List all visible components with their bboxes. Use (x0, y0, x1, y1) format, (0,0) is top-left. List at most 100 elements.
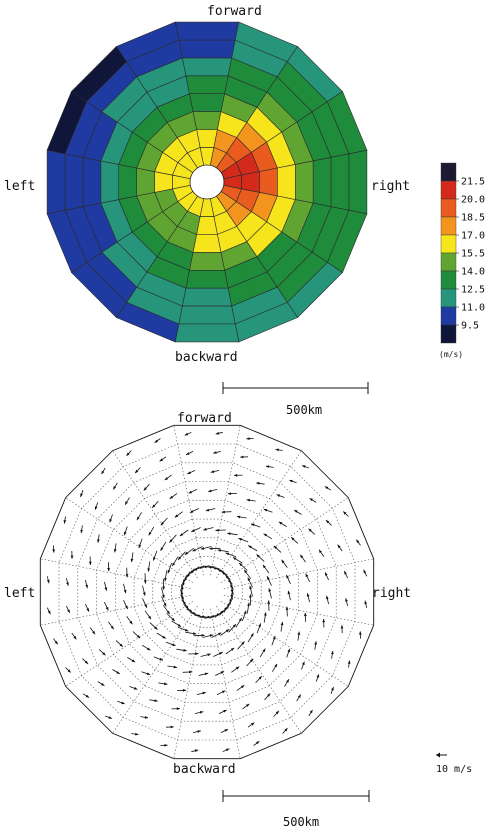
wind-arrow (165, 641, 176, 647)
wind-arrow (88, 556, 92, 566)
wind-arrow (249, 594, 252, 606)
wind-arrow (273, 545, 282, 553)
wind-arrow (243, 569, 252, 579)
speed-heatmap-chart (46, 21, 368, 343)
wind-arrow (304, 612, 307, 622)
wind-arrow (124, 497, 130, 506)
colorbar-tick-label: 11.0 (461, 303, 485, 314)
heatmap-cell (174, 323, 240, 343)
wind-arrow (342, 511, 349, 517)
vector-label-left: left (4, 586, 35, 601)
wind-arrow (196, 691, 206, 695)
wind-arrow (231, 666, 240, 673)
wind-arrow (109, 514, 113, 523)
colorbar-swatch (440, 306, 457, 326)
wind-arrow (238, 537, 249, 543)
vector-label-forward: forward (177, 411, 232, 426)
wind-arrow (158, 682, 168, 686)
wind-arrow (272, 663, 278, 672)
wind-arrow (184, 547, 194, 556)
wind-arrow (213, 451, 221, 454)
wind-arrow (131, 732, 139, 736)
vector-grid-radial (40, 558, 191, 589)
wind-arrow (164, 474, 172, 481)
wind-arrow (185, 631, 197, 635)
wind-arrow (347, 660, 351, 668)
wind-arrow (246, 658, 254, 667)
wind-arrow (299, 554, 306, 563)
colorbar-swatch (440, 252, 457, 272)
wind-arrow (306, 593, 310, 603)
wind-arrow (286, 574, 291, 584)
wind-arrow (237, 641, 245, 650)
wind-arrow (46, 607, 51, 615)
wind-arrow (177, 626, 189, 632)
colorbar-unit: (m/s) (439, 350, 463, 359)
wind-arrow (225, 647, 235, 655)
wind-arrow (359, 631, 362, 639)
wind-arrow (325, 519, 332, 526)
wind-arrow (126, 616, 133, 625)
wind-arrow (256, 554, 265, 562)
wind-arrow (215, 671, 225, 676)
wind-arrow (263, 612, 267, 623)
wind-arrow (112, 482, 118, 490)
wind-arrow (152, 500, 159, 509)
vector-grid-radial (112, 450, 198, 579)
wind-arrow (309, 497, 317, 503)
wind-arrow (222, 748, 230, 753)
vector-label-right: right (372, 586, 411, 601)
heatmap-cell (181, 57, 233, 77)
wind-arrow (238, 562, 248, 571)
wind-arrow (85, 603, 90, 612)
wind-arrow (281, 559, 288, 568)
wind-arrow (140, 716, 149, 719)
wind-arrow (289, 479, 297, 484)
colorbar-tick-label: 9.5 (461, 321, 479, 332)
wind-arrow (262, 564, 270, 574)
reference-vector-arrow (436, 752, 447, 758)
wind-arrow (227, 532, 238, 536)
wind-arrow (247, 577, 253, 588)
wind-arrow (176, 648, 187, 652)
wind-arrow (215, 528, 226, 532)
heatmap-cell (64, 153, 84, 211)
wind-arrow (242, 703, 250, 710)
wind-arrow (246, 602, 250, 614)
wind-arrow (160, 517, 168, 526)
wind-arrow (153, 656, 164, 661)
heatmap-cell (192, 111, 222, 130)
wind-arrow (161, 596, 167, 607)
wind-arrow (247, 545, 258, 552)
heatmap-cell (136, 167, 155, 197)
wind-arrow (191, 749, 199, 753)
vector-grid-radial (216, 605, 302, 734)
wind-arrow (240, 455, 249, 459)
wind-arrow (149, 622, 158, 630)
vector-grid-radial (223, 595, 374, 626)
heatmap-cell (100, 160, 119, 204)
wind-arrow (144, 610, 152, 620)
wind-arrow (94, 502, 99, 510)
colorbar-swatch (440, 162, 457, 182)
heatmap-label-forward: forward (207, 4, 262, 19)
wind-arrow (108, 621, 115, 630)
wind-arrow (164, 570, 168, 582)
wind-arrow (322, 618, 326, 628)
heatmap-cell (189, 252, 225, 271)
vector-grid-radial (112, 605, 198, 734)
vector-label-backward: backward (173, 762, 236, 777)
wind-arrow (284, 678, 290, 687)
wind-arrow (142, 598, 148, 608)
vector-grid-ring (77, 462, 337, 722)
wind-arrow (185, 451, 194, 456)
heatmap-cell (178, 305, 236, 325)
wind-arrow (127, 657, 136, 663)
wind-arrow (191, 527, 201, 533)
wind-arrow (125, 567, 129, 578)
wind-arrow (324, 572, 329, 581)
vector-center-hole (190, 575, 224, 609)
wind-arrow (330, 686, 334, 694)
colorbar-swatch (440, 216, 457, 236)
vector-grid-radial (216, 450, 302, 579)
